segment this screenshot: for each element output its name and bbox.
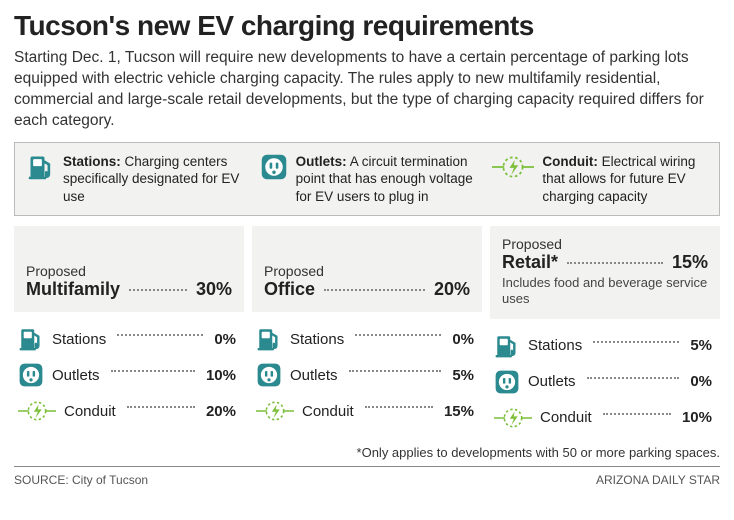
proposed-label: Proposed — [502, 236, 708, 252]
col-head: Proposed Retail* 15% Includes food and b… — [490, 226, 720, 318]
dot-leader — [129, 289, 187, 291]
credit: ARIZONA DAILY STAR — [596, 473, 720, 487]
outlet-icon — [18, 362, 44, 388]
row-outlets: Outlets 5% — [256, 362, 474, 388]
conduit-icon — [256, 398, 294, 424]
category-sub: Includes food and beverage service uses — [502, 275, 708, 306]
row-stations: Stations 0% — [256, 326, 474, 352]
conduit-icon — [494, 405, 532, 431]
col-retail: Proposed Retail* 15% Includes food and b… — [490, 226, 720, 440]
conduit-icon — [492, 153, 534, 181]
category-name: Office — [264, 279, 315, 300]
legend-outlets: Outlets: A circuit termination point tha… — [260, 153, 475, 206]
total-pct: 15% — [672, 252, 708, 273]
col-head: Proposed Office 20% — [252, 226, 482, 312]
footer: SOURCE: City of Tucson ARIZONA DAILY STA… — [14, 466, 720, 487]
legend-conduit: Conduit: Electrical wiring that allows f… — [492, 153, 707, 206]
proposed-label: Proposed — [26, 263, 232, 279]
col-office: Proposed Office 20% Stations 0% Outlets … — [252, 226, 482, 440]
legend-panel: Stations: Charging centers specifically … — [14, 142, 720, 217]
columns: Proposed Multifamily 30% Stations 0% Out… — [14, 226, 720, 440]
headline: Tucson's new EV charging requirements — [14, 10, 720, 42]
outlet-icon — [256, 362, 282, 388]
conduit-icon — [18, 398, 56, 424]
row-stations: Stations 5% — [494, 333, 712, 359]
row-conduit: Conduit 20% — [18, 398, 236, 424]
footnote: *Only applies to developments with 50 or… — [14, 445, 720, 460]
source: SOURCE: City of Tucson — [14, 473, 148, 487]
pump-icon — [256, 326, 282, 352]
outlet-icon — [494, 369, 520, 395]
row-conduit: Conduit 15% — [256, 398, 474, 424]
category-name: Retail* — [502, 252, 558, 273]
col-multifamily: Proposed Multifamily 30% Stations 0% Out… — [14, 226, 244, 440]
category-name: Multifamily — [26, 279, 120, 300]
pump-icon — [18, 326, 44, 352]
legend-stations: Stations: Charging centers specifically … — [27, 153, 242, 206]
row-outlets: Outlets 10% — [18, 362, 236, 388]
total-pct: 30% — [196, 279, 232, 300]
pump-icon — [494, 333, 520, 359]
pump-icon — [27, 153, 55, 181]
col-head: Proposed Multifamily 30% — [14, 226, 244, 312]
proposed-label: Proposed — [264, 263, 470, 279]
row-stations: Stations 0% — [18, 326, 236, 352]
intro-text: Starting Dec. 1, Tucson will require new… — [14, 48, 720, 132]
outlet-icon — [260, 153, 288, 181]
total-pct: 20% — [434, 279, 470, 300]
row-outlets: Outlets 0% — [494, 369, 712, 395]
row-conduit: Conduit 10% — [494, 405, 712, 431]
